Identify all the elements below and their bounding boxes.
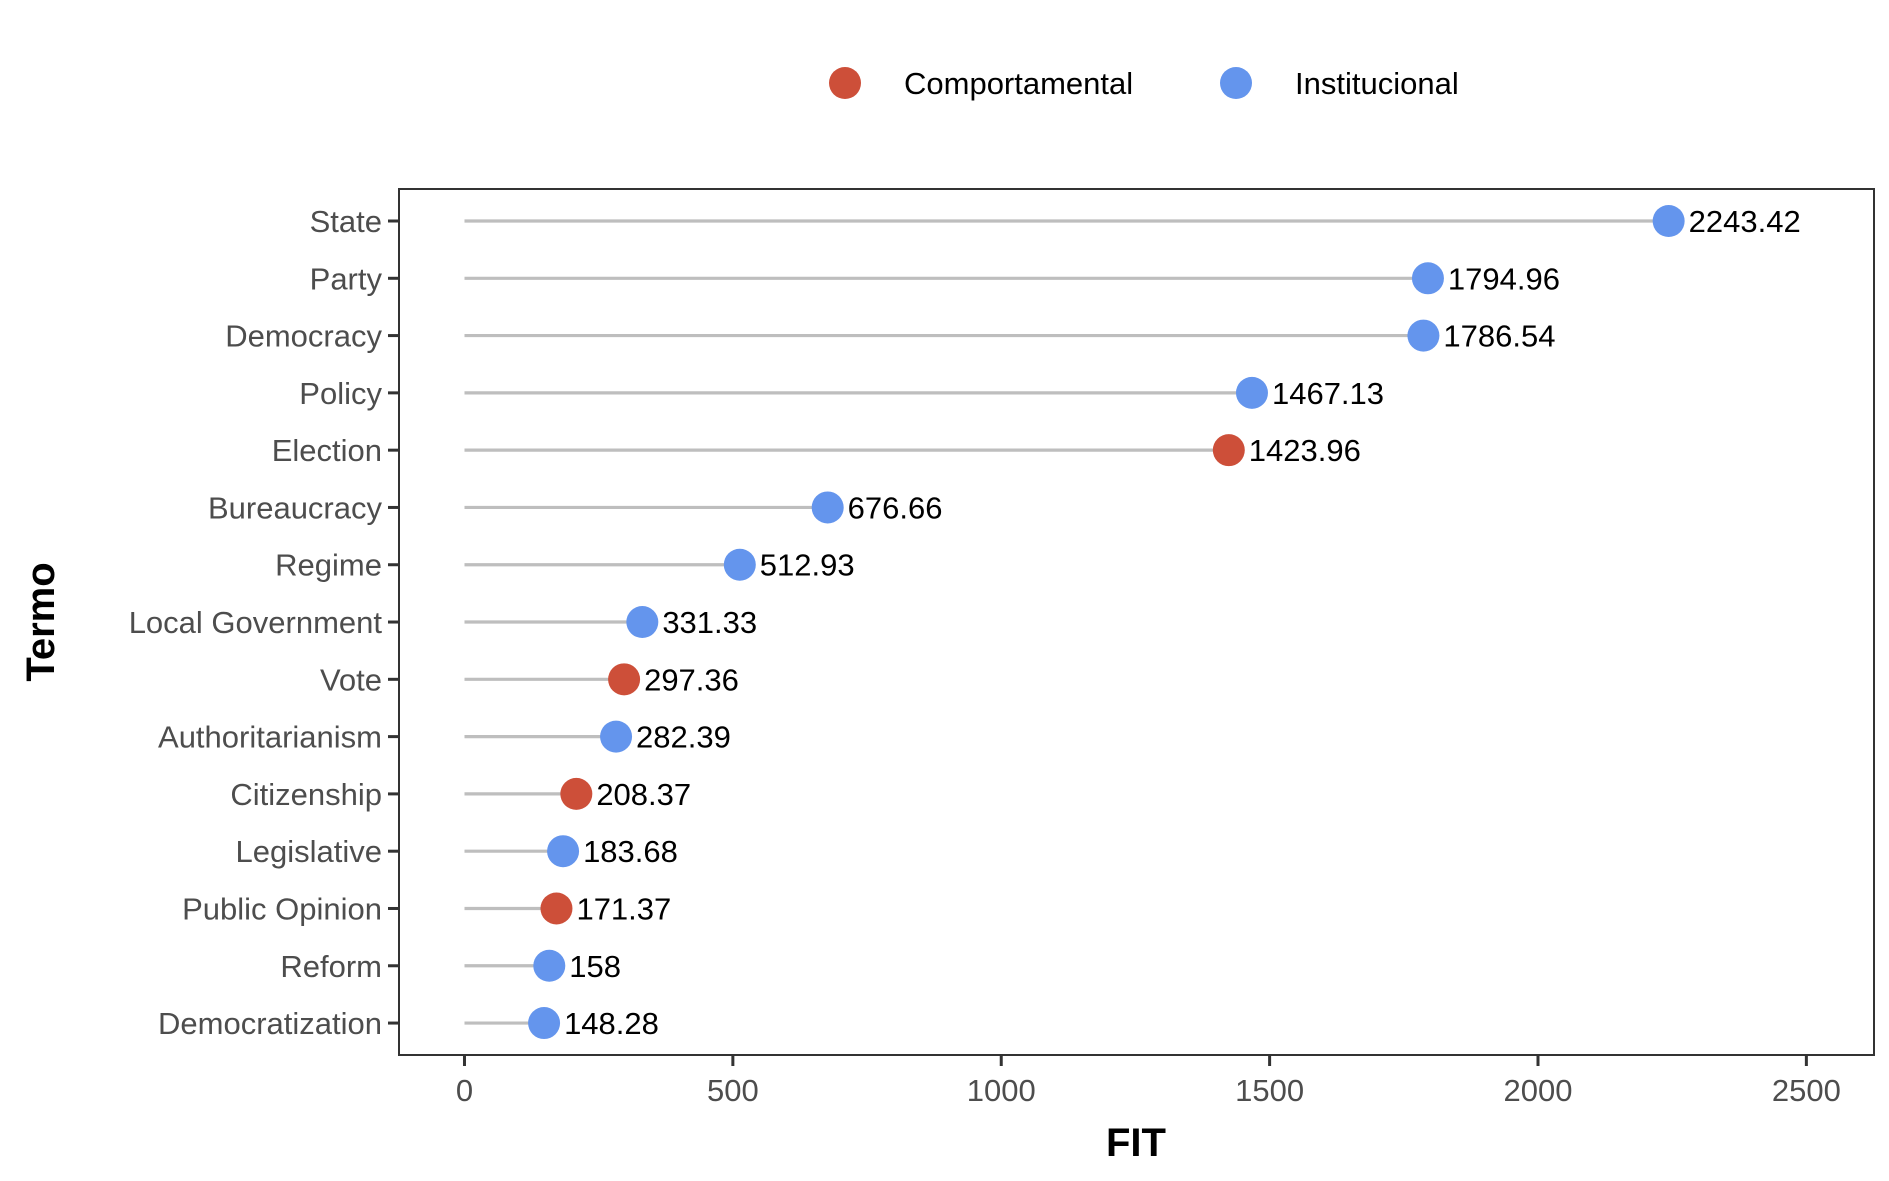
x-axis: 0 500 1000 1500 2000 2500 [456,1055,1841,1108]
value-label-reform: 158 [569,949,621,984]
point-citizenship [560,777,593,810]
value-label-policy: 1467.13 [1272,376,1384,411]
point-policy [1235,376,1268,409]
point-local-government [626,606,659,639]
value-label-authoritarianism: 282.39 [636,720,731,755]
point-public-opinion [540,892,573,925]
y-tick-label-authoritarianism: Authoritarianism [158,720,382,755]
y-tick-label-party: Party [310,261,383,296]
x-axis-title: FIT [1106,1121,1166,1165]
y-tick-label-citizenship: Citizenship [230,777,382,812]
value-label-party: 1794.96 [1448,261,1560,296]
point-reform [533,949,566,982]
value-label-bureaucracy: 676.66 [848,490,943,525]
y-tick-label-democratization: Democratization [158,1006,382,1041]
legend-label-institucional: Institucional [1295,66,1459,101]
y-axis-title: Termo [19,562,63,681]
x-tick-label-0: 0 [456,1073,473,1108]
y-tick-label-state: State [310,204,382,239]
y-tick-label-regime: Regime [275,548,382,583]
legend-key-comportamental [829,67,861,99]
point-party [1411,262,1444,295]
point-state [1652,205,1685,237]
x-tick-label-1500: 1500 [1235,1073,1304,1108]
value-label-state: 2243.42 [1689,204,1801,239]
point-authoritarianism [600,720,633,753]
point-bureaucracy [811,491,844,524]
value-label-vote: 297.36 [644,662,739,697]
data-points [528,205,1685,1040]
stem-lines [464,219,1669,1025]
y-tick-label-public-opinion: Public Opinion [182,891,382,926]
y-tick-label-vote: Vote [320,662,382,697]
x-tick-label-1000: 1000 [967,1073,1036,1108]
point-legislative [547,835,580,868]
point-vote [608,663,641,696]
value-label-democracy: 1786.54 [1443,319,1555,354]
x-tick-label-500: 500 [707,1073,759,1108]
chart-legend: Comportamental Institucional [829,66,1459,101]
legend-key-institucional [1220,67,1252,99]
value-label-legislative: 183.68 [583,834,678,869]
data-labels: 2243.42 1794.96 1786.54 1467.13 1423.96 676.6… [564,204,1801,1041]
value-label-election: 1423.96 [1249,433,1361,468]
value-label-regime: 512.93 [760,548,855,583]
x-tick-label-2500: 2500 [1772,1073,1841,1108]
y-tick-label-policy: Policy [299,376,382,411]
x-tick-label-2000: 2000 [1504,1073,1573,1108]
y-tick-label-reform: Reform [280,949,382,984]
value-label-citizenship: 208.37 [596,777,691,812]
value-label-public-opinion: 171.37 [576,891,671,926]
value-label-democratization: 148.28 [564,1006,659,1041]
point-democratization [528,1007,561,1040]
y-tick-label-local-government: Local Government [129,605,383,640]
point-democracy [1407,319,1440,352]
y-tick-label-election: Election [272,433,382,468]
y-tick-label-democracy: Democracy [225,319,382,354]
point-regime [723,548,756,581]
y-tick-label-bureaucracy: Bureaucracy [208,490,383,525]
y-axis: State Party Democracy Policy Election Bureauc… [129,204,399,1041]
point-election [1212,434,1245,467]
y-tick-label-legislative: Legislative [236,834,382,869]
legend-label-comportamental: Comportamental [904,66,1133,101]
value-label-local-government: 331.33 [662,605,757,640]
